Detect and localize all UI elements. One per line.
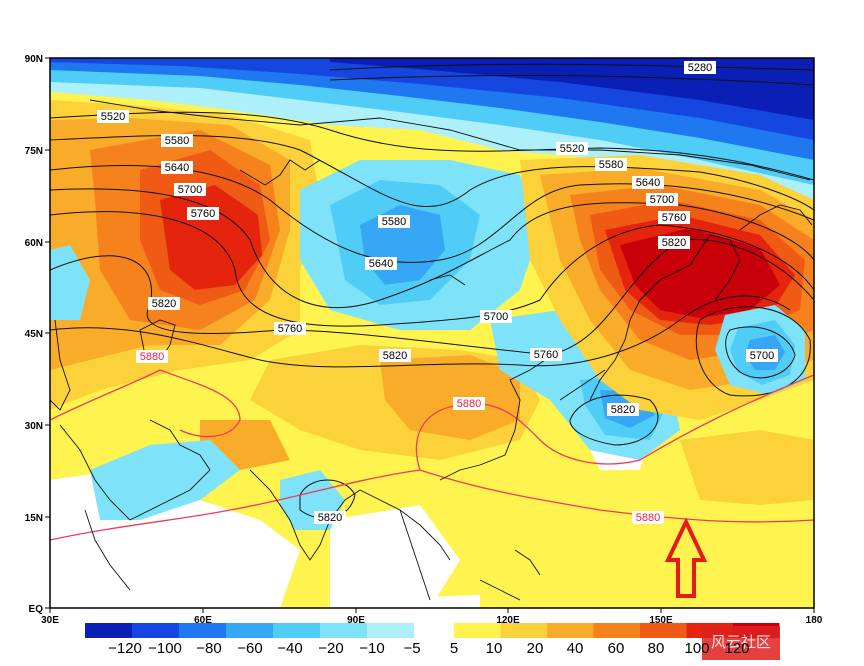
contour-label: 5580 xyxy=(599,159,623,171)
contour-label-5880: 5880 xyxy=(636,512,660,524)
colorbar-label: 40 xyxy=(567,640,584,657)
highlight-arrow xyxy=(664,517,708,598)
colorbar-label: 80 xyxy=(648,640,665,657)
lat-label: 15N xyxy=(25,513,43,524)
contour-label: 5280 xyxy=(688,62,712,74)
longitude-labels: 30E 60E 90E 120E 150E 180 xyxy=(41,615,823,626)
contour-label: 5640 xyxy=(636,177,660,189)
colorbar-label: 100 xyxy=(684,640,709,657)
contour-label: 5700 xyxy=(178,184,202,196)
colorbar-label: 20 xyxy=(527,640,544,657)
contour-label: 5700 xyxy=(484,311,508,323)
contour-label: 5580 xyxy=(382,216,406,228)
contour-label-5880: 5880 xyxy=(457,398,481,410)
lon-label: 60E xyxy=(194,615,212,626)
contour-label-5880: 5880 xyxy=(140,351,164,363)
contour-label: 5820 xyxy=(611,404,635,416)
lat-label: 45N xyxy=(25,329,43,340)
watermark-badge xyxy=(702,626,780,660)
contour-label: 5640 xyxy=(369,258,393,270)
colorbar-label: −20 xyxy=(318,640,343,657)
lat-label: EQ xyxy=(29,604,44,615)
lon-label: 150E xyxy=(649,615,673,626)
lon-label: 30E xyxy=(41,615,59,626)
colorbar-swatch xyxy=(179,623,226,638)
colorbar-label: 120 xyxy=(724,640,749,657)
colorbar-swatch xyxy=(500,623,547,638)
colorbar-label: 10 xyxy=(486,640,503,657)
watermark-text: 风云社区 xyxy=(711,633,771,651)
contour-labels: 5280 5520 5580 5640 5700 5760 5520 5580 … xyxy=(97,61,778,524)
colorbar-swatch xyxy=(85,623,132,638)
contour-label: 5700 xyxy=(750,350,774,362)
lat-label: 60N xyxy=(25,238,43,249)
colorbar-label: −120 xyxy=(108,640,142,657)
colorbar-swatch xyxy=(547,623,594,638)
contour-5880 xyxy=(50,369,814,541)
colorbar-swatch xyxy=(367,623,414,638)
colorbar-swatch xyxy=(132,623,179,638)
lon-label: 90E xyxy=(347,615,365,626)
colorbar-swatch xyxy=(320,623,367,638)
colorbar-negative xyxy=(85,623,414,638)
contour-label: 5820 xyxy=(662,237,686,249)
lat-label: 90N xyxy=(25,54,43,65)
colorbar-label: −100 xyxy=(148,640,182,657)
map-field: 5280 5520 5580 5640 5700 5760 5520 5580 … xyxy=(50,58,814,608)
contour-label: 5760 xyxy=(191,208,215,220)
colorbar-label: −40 xyxy=(277,640,302,657)
latitude-labels: 90N 75N 60N 45N 30N 15N EQ xyxy=(25,54,44,615)
colorbar-label: −10 xyxy=(359,640,384,657)
lat-label: 75N xyxy=(25,146,43,157)
colorbar-label: 60 xyxy=(608,640,625,657)
colorbar-swatch xyxy=(593,623,640,638)
contour-label: 5760 xyxy=(534,349,558,361)
contour-label: 5580 xyxy=(165,135,189,147)
colorbar-label: 5 xyxy=(450,640,458,657)
colorbar-swatch xyxy=(454,623,501,638)
axis-ticks xyxy=(45,57,815,613)
contour-label: 5700 xyxy=(650,194,674,206)
contour-5880-labels: 5880 5880 5880 xyxy=(136,350,664,524)
contour-label: 5520 xyxy=(101,111,125,123)
contour-label: 5760 xyxy=(278,323,302,335)
contour-label: 5820 xyxy=(383,350,407,362)
contour-label: 5820 xyxy=(152,298,176,310)
contour-label: 5520 xyxy=(560,143,584,155)
colorbar-swatch xyxy=(226,623,273,638)
lon-label: 120E xyxy=(496,615,520,626)
colorbar-label: −5 xyxy=(403,640,420,657)
colorbar-labels: −120 −100 −80 −60 −40 −20 −10 −5 5 10 20… xyxy=(108,640,749,657)
contour-label: 5760 xyxy=(662,212,686,224)
lat-label: 30N xyxy=(25,421,43,432)
colorbar-swatch xyxy=(640,623,687,638)
colorbar: 风云社区 −120 −100 −80 −60 −40 −20 −10 −5 5 … xyxy=(85,623,780,660)
lon-label: 180 xyxy=(806,615,823,626)
colorbar-label: −80 xyxy=(196,640,221,657)
colorbar-label: −60 xyxy=(237,640,262,657)
colorbar-swatch xyxy=(273,623,320,638)
contour-label: 5820 xyxy=(318,512,342,524)
contour-label: 5640 xyxy=(165,162,189,174)
